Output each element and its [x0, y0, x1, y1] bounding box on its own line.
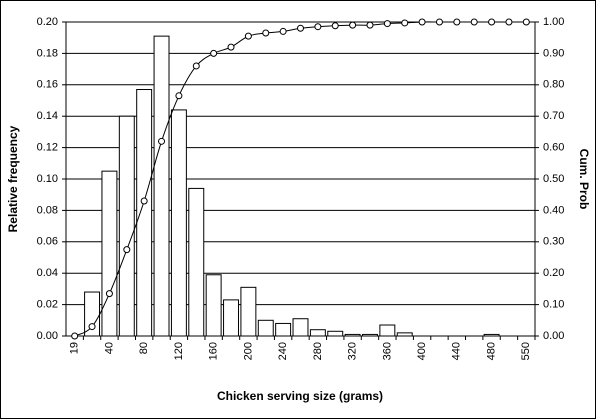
bar	[396, 332, 413, 337]
bar	[205, 274, 222, 337]
cumulative-marker	[505, 18, 513, 26]
y-tick-label: 0.16	[37, 79, 58, 91]
cumulative-marker	[244, 32, 252, 40]
y-tick-label: 0.00	[37, 330, 58, 342]
bar	[327, 330, 344, 337]
x-tick-label: 360	[381, 342, 393, 360]
x-tick-label: 320	[347, 342, 359, 360]
bar	[292, 318, 309, 337]
x-tick-label: 80	[138, 342, 150, 354]
cumulative-marker	[227, 43, 235, 51]
x-tick-label: 240	[277, 342, 289, 360]
bar	[344, 333, 361, 337]
y2-axis-title: Cum. Prob	[577, 149, 591, 210]
x-tick-label: 200	[242, 342, 254, 360]
cumulative-marker	[401, 19, 409, 27]
cumulative-marker	[175, 92, 183, 100]
y2-tick-label: 0.50	[543, 173, 564, 185]
bar	[188, 187, 205, 337]
cumulative-marker	[331, 22, 339, 30]
cumulative-marker	[105, 290, 113, 298]
y-tick-label: 0.08	[37, 204, 58, 216]
bar	[136, 89, 153, 337]
y-tick-label: 0.04	[37, 267, 58, 279]
cumulative-marker	[488, 18, 496, 26]
bar	[153, 35, 170, 337]
x-tick-label: 19	[69, 342, 81, 354]
y-tick-label: 0.02	[37, 299, 58, 311]
y-tick-label: 0.12	[37, 142, 58, 154]
bar	[240, 286, 257, 337]
x-tick-label: 40	[103, 342, 115, 354]
cumulative-marker	[158, 137, 166, 145]
x-tick-label: 120	[173, 342, 185, 360]
cumulative-marker	[123, 246, 131, 254]
x-tick-label: 550	[520, 342, 532, 360]
y2-tick-label: 0.70	[543, 110, 564, 122]
cumulative-marker	[262, 29, 270, 37]
y2-tick-label: 0.60	[543, 142, 564, 154]
x-tick-label: 400	[416, 342, 428, 360]
cumulative-marker	[210, 49, 218, 57]
x-axis-title: Chicken serving size (grams)	[217, 389, 383, 403]
cumulative-marker	[314, 23, 322, 31]
y-tick-label: 0.06	[37, 236, 58, 248]
y-tick-label: 0.14	[37, 110, 58, 122]
bar	[170, 109, 187, 337]
y-tick-label: 0.10	[37, 173, 58, 185]
x-tick-label: 160	[208, 342, 220, 360]
cumulative-marker	[435, 18, 443, 26]
bar	[362, 333, 378, 337]
bar	[379, 324, 396, 337]
bar	[118, 115, 135, 337]
bar	[483, 333, 500, 337]
cumulative-marker	[366, 21, 374, 29]
cumulative-marker	[453, 18, 461, 26]
cumulative-marker	[349, 21, 357, 29]
cumulative-marker	[297, 24, 304, 32]
y2-tick-label: 0.90	[543, 47, 564, 59]
x-tick-label: 480	[485, 342, 497, 360]
cumulative-marker	[383, 20, 391, 28]
y2-tick-label: 0.30	[543, 236, 564, 248]
y-tick-label: 0.20	[37, 16, 58, 28]
y2-tick-label: 0.20	[543, 267, 564, 279]
bar	[101, 170, 118, 337]
cumulative-marker	[418, 18, 426, 26]
y2-tick-label: 1.00	[543, 16, 564, 28]
y2-tick-label: 0.80	[543, 79, 564, 91]
y-axis-title: Relative frequency	[6, 125, 20, 232]
cumulative-marker	[470, 18, 478, 26]
bar	[275, 322, 292, 337]
y2-tick-label: 0.40	[543, 204, 564, 216]
y-tick-label: 0.18	[37, 47, 58, 59]
y2-tick-label: 0.10	[543, 299, 564, 311]
bar	[257, 319, 274, 337]
bar	[223, 299, 239, 337]
cumulative-marker	[279, 27, 287, 35]
x-tick-label: 440	[451, 342, 463, 360]
bar	[309, 329, 326, 337]
cumulative-marker	[140, 197, 148, 205]
y2-tick-label: 0.00	[543, 330, 564, 342]
cumulative-marker	[522, 18, 530, 26]
cumulative-marker	[192, 62, 200, 70]
cumulative-marker	[88, 323, 96, 331]
x-tick-label: 280	[312, 342, 324, 360]
cumulative-marker	[71, 332, 79, 340]
